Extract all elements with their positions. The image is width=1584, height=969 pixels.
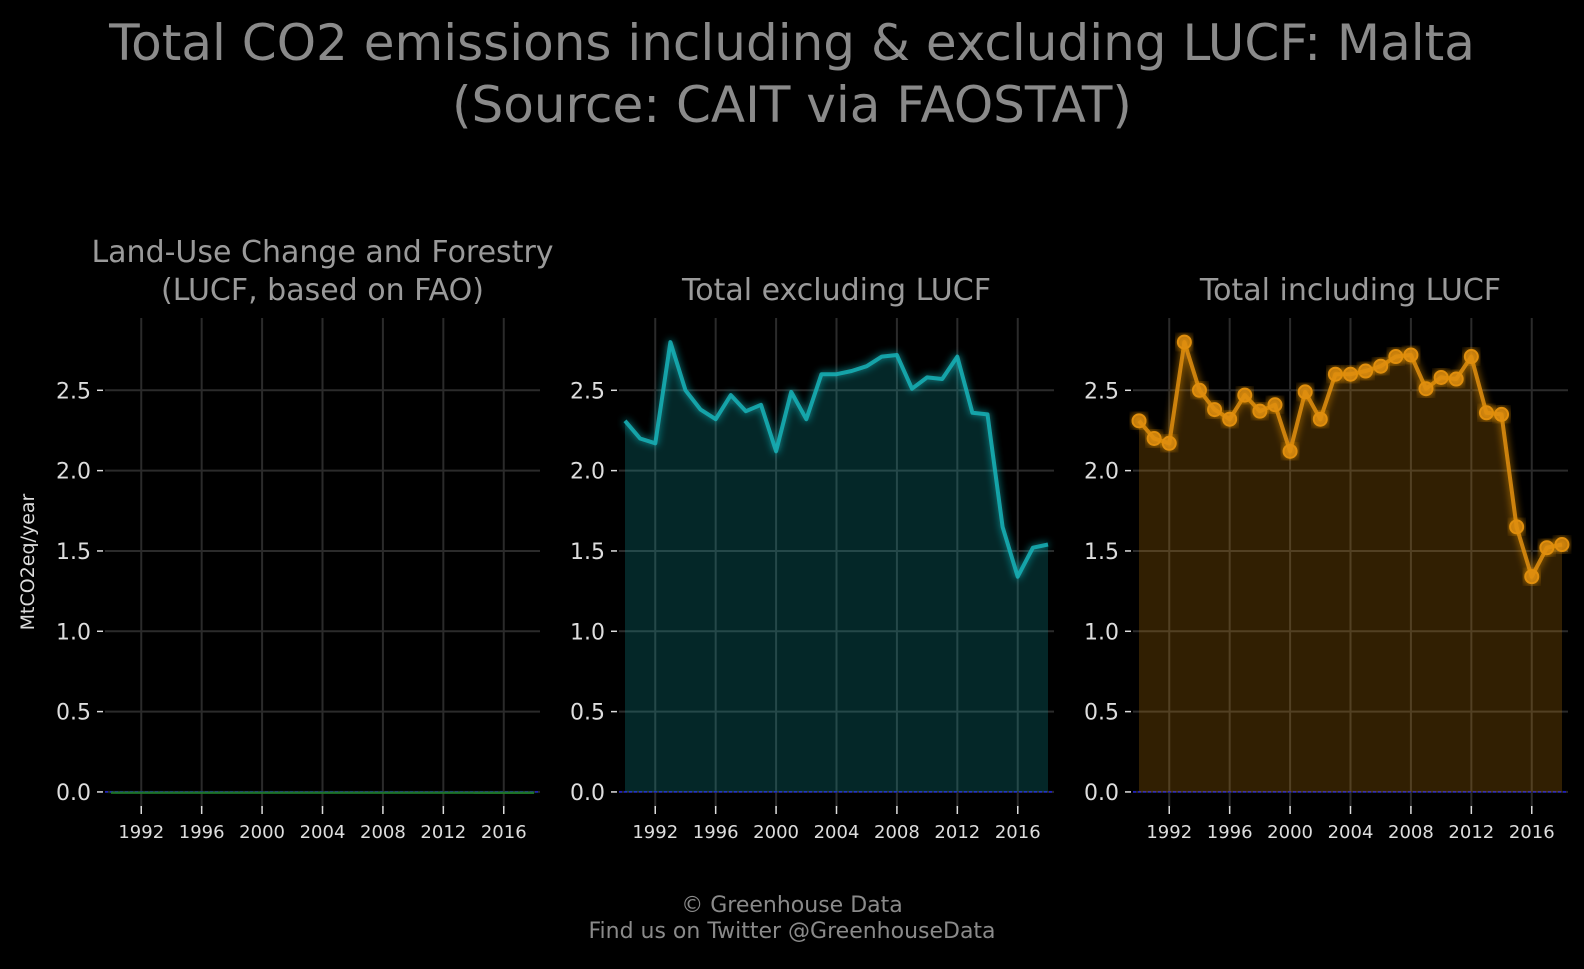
y-tick-label: 1.5 (570, 540, 605, 565)
series-area (1139, 342, 1562, 792)
x-tick-label: 1992 (118, 822, 164, 843)
series-line (623, 340, 1049, 579)
data-point (1222, 411, 1238, 427)
x-tick-label: 2012 (1448, 822, 1494, 843)
x-tick-label: 2016 (1509, 822, 1555, 843)
x-tick-label: 1992 (632, 822, 678, 843)
y-tick-label: 2.0 (56, 460, 91, 485)
y-tick-label: 0.5 (1084, 701, 1119, 726)
y-tick-label: 2.5 (570, 379, 605, 404)
data-point (1433, 369, 1449, 385)
x-tick-label: 2000 (1267, 822, 1313, 843)
data-point (1176, 334, 1192, 350)
x-tick-label: 2008 (1388, 822, 1434, 843)
x-tick-label: 2016 (481, 822, 527, 843)
data-point (1327, 366, 1343, 382)
y-tick-label: 0.0 (1084, 781, 1119, 806)
x-tick-label: 2012 (420, 822, 466, 843)
figure-title: Total CO2 emissions including & excludin… (108, 14, 1475, 72)
panel-title-line-2: (LUCF, based on FAO) (161, 273, 484, 308)
x-tick-label: 2012 (934, 822, 980, 843)
data-point (1448, 371, 1464, 387)
panel-total-excluding-lucf: Total excluding LUCF 0.0 0.5 1.0 1.5 2.0 2.5 19… (570, 273, 1054, 843)
x-tick-label: 1996 (1207, 822, 1253, 843)
x-tick-label: 2004 (814, 822, 860, 843)
y-tick-label: 1.5 (1084, 540, 1119, 565)
data-point (1252, 403, 1268, 419)
figure-subtitle: (Source: CAIT via FAOSTAT) (452, 76, 1132, 134)
data-point (1403, 347, 1419, 363)
x-tick-label: 2000 (753, 822, 799, 843)
data-point (1343, 366, 1358, 382)
footer-credit: © Greenhouse Data (681, 893, 902, 918)
data-point (1524, 569, 1540, 585)
y-tick-label: 1.5 (56, 540, 91, 565)
x-tick-label: 1992 (1146, 822, 1192, 843)
data-point (1418, 381, 1434, 397)
footer-twitter: Find us on Twitter @GreenhouseData (588, 919, 995, 944)
y-tick-label: 0.0 (56, 781, 91, 806)
data-point (1267, 397, 1283, 413)
panel-title-line-2: Total including LUCF (1199, 273, 1501, 308)
x-tick-label: 2004 (300, 822, 346, 843)
x-tick-label: 1996 (179, 822, 225, 843)
x-tick-label: 2000 (239, 822, 285, 843)
data-point (1297, 384, 1313, 400)
y-tick-label: 0.5 (56, 701, 91, 726)
y-tick-label: 2.0 (1084, 460, 1119, 485)
data-point (1539, 540, 1555, 556)
y-tick-label: 1.0 (56, 620, 91, 645)
data-point (1237, 387, 1253, 403)
panel-title-line-1: Land-Use Change and Forestry (91, 235, 553, 270)
data-point (1509, 519, 1525, 535)
y-tick-label: 1.0 (570, 620, 605, 645)
panel-lucf: Land-Use Change and Forestry(LUCF, based… (56, 235, 554, 843)
y-tick-label: 0.5 (570, 701, 605, 726)
y-tick-label: 1.0 (1084, 620, 1119, 645)
data-point (1131, 413, 1147, 429)
x-tick-label: 2016 (995, 822, 1041, 843)
panel-title-line-2: Total excluding LUCF (681, 273, 991, 308)
x-tick-label: 2004 (1328, 822, 1374, 843)
y-tick-label: 2.0 (570, 460, 605, 485)
data-point (1358, 363, 1374, 379)
x-tick-label: 1996 (693, 822, 739, 843)
panel-total-including-lucf: Total including LUCF 0.0 0.5 1.0 1.5 2.0 2.5 19… (1084, 273, 1570, 843)
y-axis-label: MtCO2eq/year (17, 493, 39, 630)
data-point (1373, 358, 1389, 374)
series-line (111, 789, 534, 796)
data-point (1554, 537, 1570, 553)
series-area (625, 342, 1048, 792)
data-point (1191, 382, 1207, 398)
data-point (1463, 349, 1479, 365)
data-point (1494, 406, 1510, 422)
data-point (1207, 402, 1223, 418)
x-tick-label: 2008 (360, 822, 406, 843)
data-point (1388, 349, 1404, 365)
x-tick-label: 2008 (874, 822, 920, 843)
data-point (1161, 435, 1177, 451)
data-point (1282, 443, 1298, 459)
y-tick-label: 2.5 (56, 379, 91, 404)
data-point (1478, 405, 1494, 421)
data-point (1312, 411, 1328, 427)
y-tick-label: 0.0 (570, 781, 605, 806)
data-point (1146, 430, 1162, 446)
y-tick-label: 2.5 (1084, 379, 1119, 404)
